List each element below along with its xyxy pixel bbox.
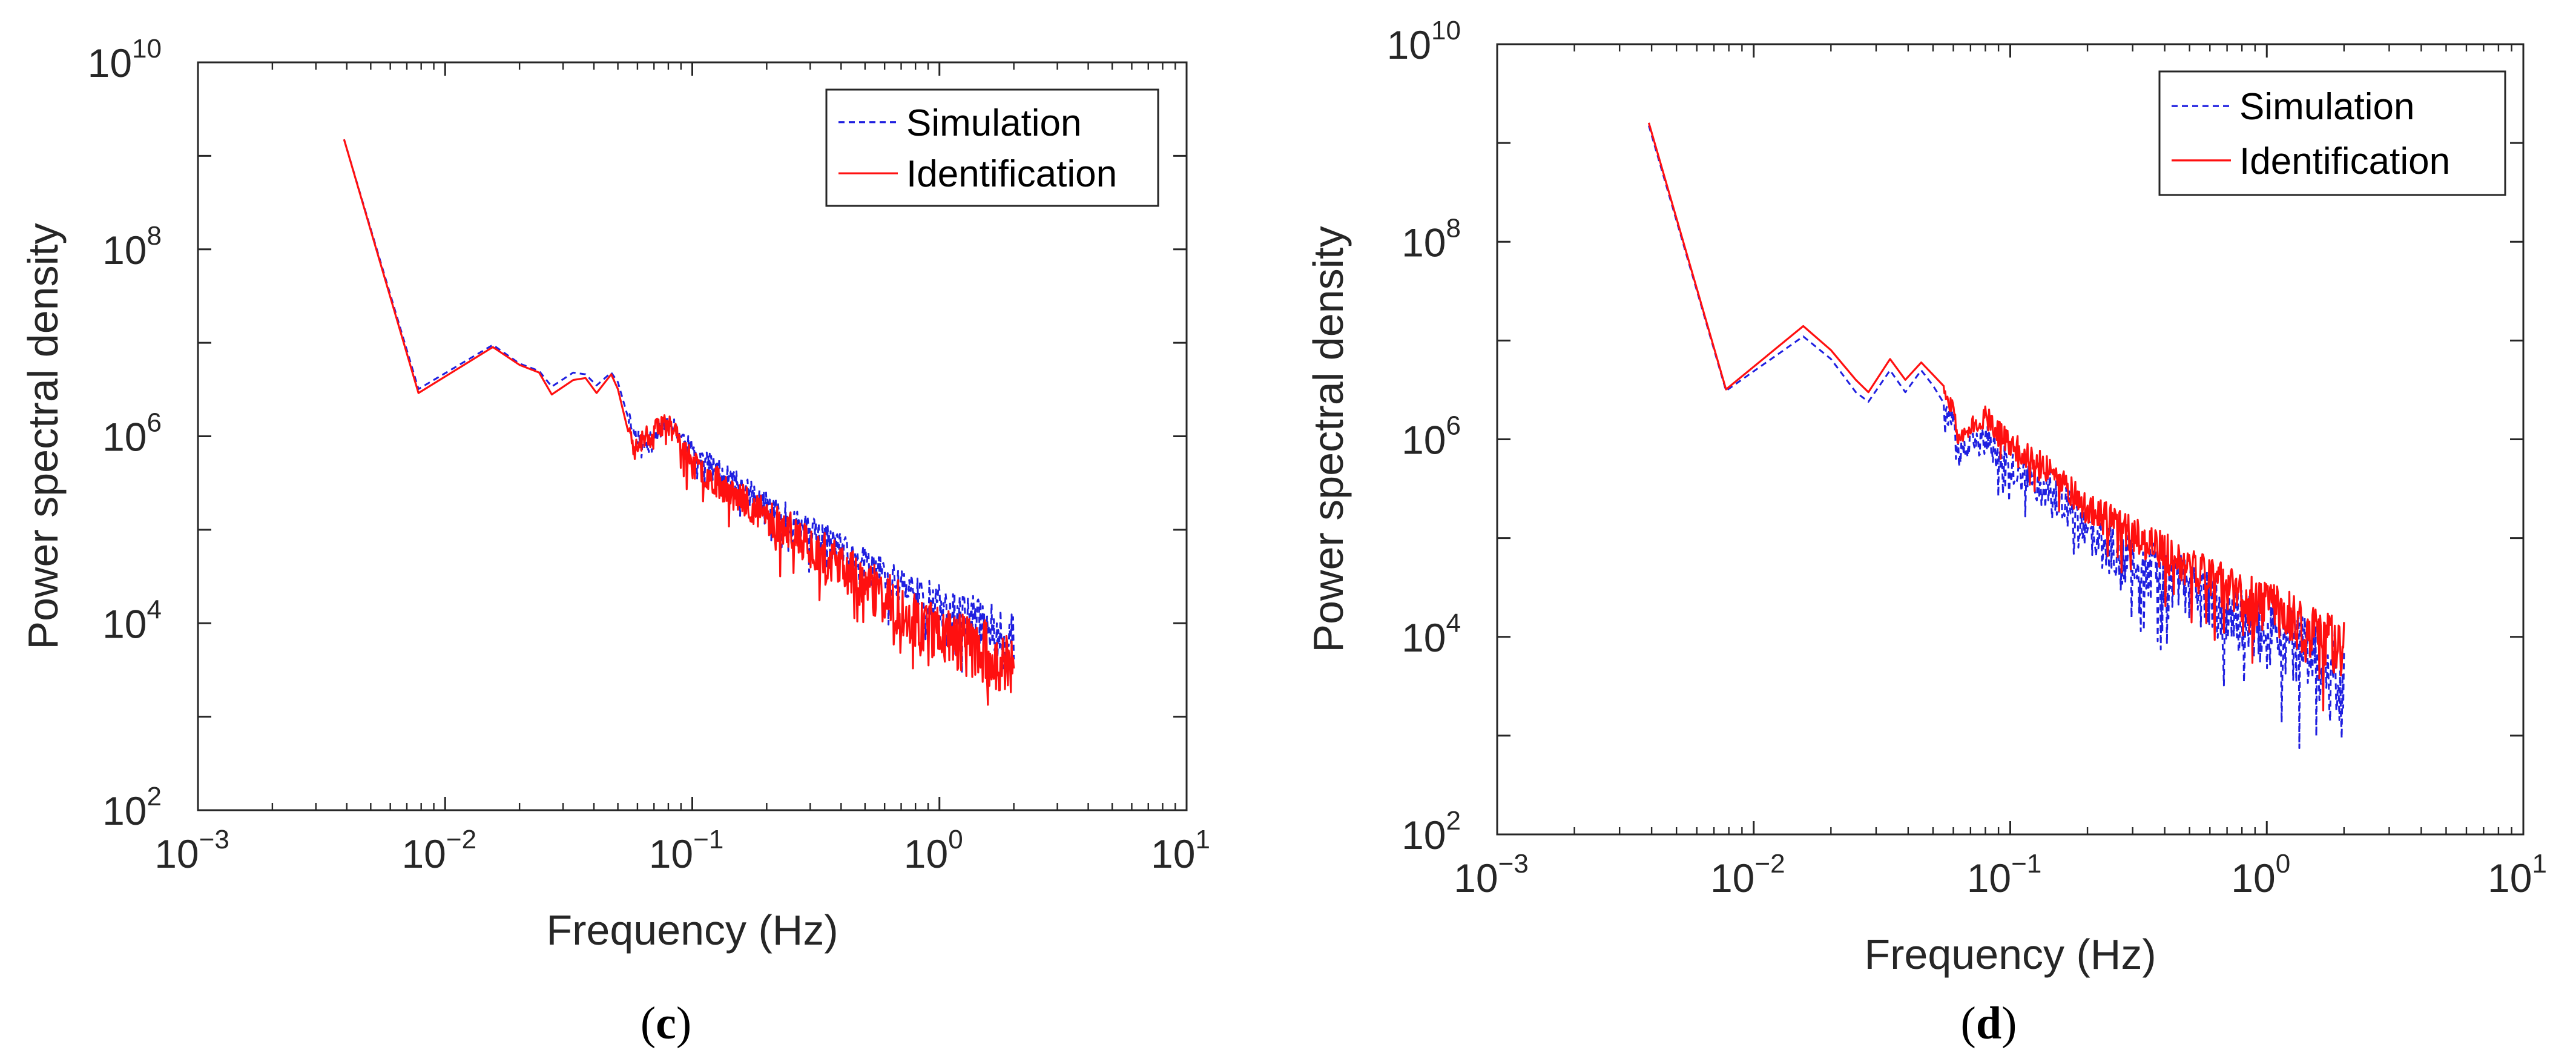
- x-tick-label: 101: [2488, 849, 2547, 900]
- y-tick-label: 108: [1402, 213, 1461, 265]
- x-tick-label: 101: [1151, 825, 1210, 876]
- legend-label-simulation: Simulation: [2239, 86, 2414, 128]
- y-tick-label: 106: [102, 408, 162, 460]
- legend-label-identification: Identification: [906, 153, 1117, 195]
- legend-label-identification: Identification: [2239, 140, 2450, 182]
- series-line-identification: [343, 139, 1015, 706]
- legend-box: [2158, 70, 2506, 196]
- y-tick-label: 104: [102, 595, 162, 646]
- y-axis-label: Power spectral density: [19, 223, 67, 649]
- legend-label-simulation: Simulation: [906, 102, 1081, 144]
- y-tick-label: 104: [1402, 609, 1461, 660]
- y-tick-label: 1010: [88, 34, 162, 85]
- chart-panel-c: 10−3 10−2 10−1 100 101 102 104 106 108 1010 Freque…: [19, 34, 1210, 1049]
- panel-caption: (c): [641, 998, 691, 1049]
- x-tick-label: 10−1: [1967, 849, 2042, 900]
- series-line-identification: [1647, 122, 2345, 711]
- x-axis-label: Frequency (Hz): [546, 906, 838, 954]
- series-line-simulation: [343, 139, 1015, 674]
- x-axis-label: Frequency (Hz): [1864, 931, 2156, 978]
- x-tick-label: 100: [2231, 849, 2290, 900]
- legend-box: [825, 88, 1159, 207]
- x-tick-label: 10−3: [154, 825, 229, 876]
- y-tick-label: 108: [102, 221, 162, 272]
- x-tick-label: 10−1: [649, 825, 724, 876]
- y-axis-label: Power spectral density: [1305, 226, 1352, 652]
- chart-panel-d: 10−3 10−2 10−1 100 101 102 104 106 108 1010 Freque…: [1305, 16, 2547, 1049]
- x-tick-label: 10−2: [1710, 849, 1785, 900]
- x-tick-label: 10−2: [401, 825, 476, 876]
- series-line-simulation: [1648, 125, 2345, 749]
- y-tick-label: 102: [102, 782, 162, 833]
- x-tick-label: 100: [904, 825, 963, 876]
- y-tick-label: 102: [1402, 806, 1461, 857]
- x-tick-label: 10−3: [1454, 849, 1529, 900]
- y-tick-label: 106: [1402, 411, 1461, 463]
- y-tick-label: 1010: [1387, 16, 1461, 67]
- panel-caption: (d): [1961, 998, 2017, 1049]
